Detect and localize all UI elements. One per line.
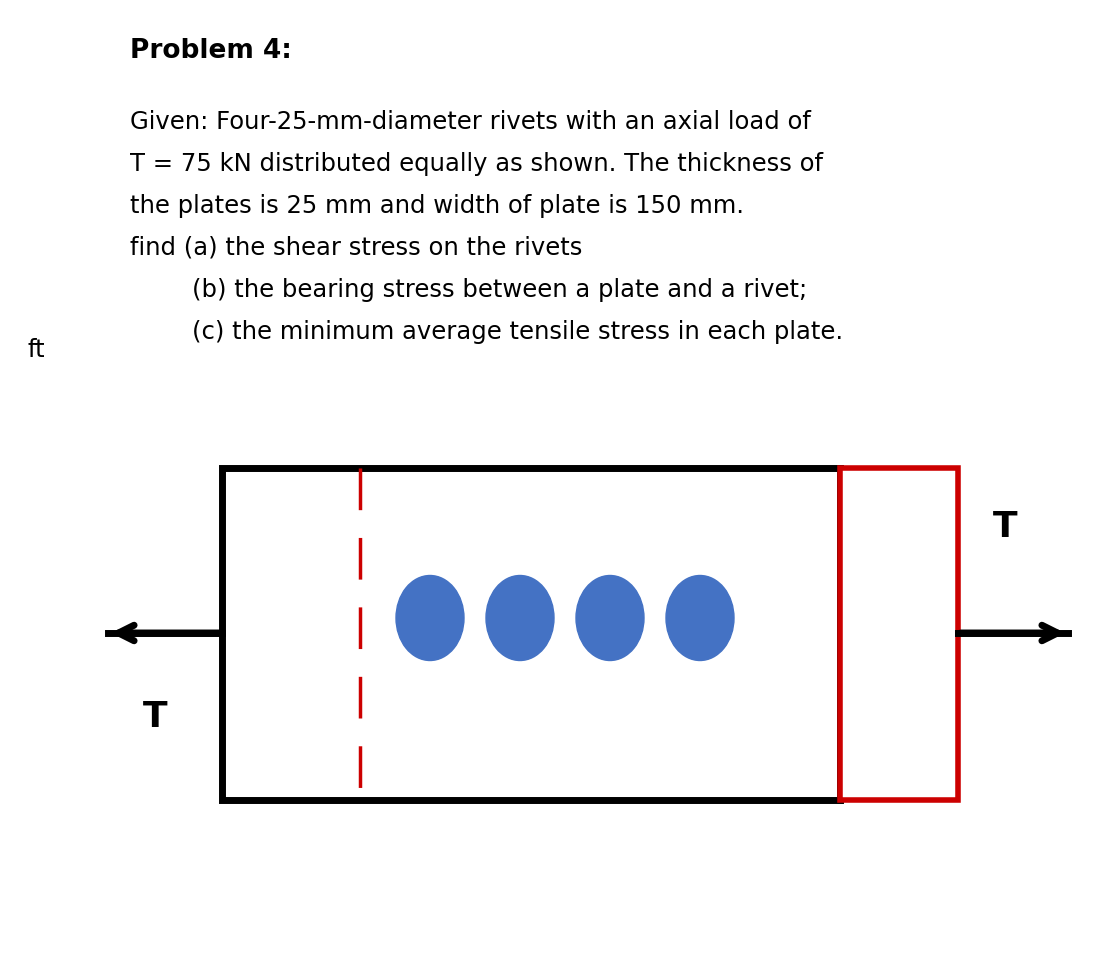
Bar	[840, 468, 958, 800]
Ellipse shape	[576, 575, 644, 660]
Text: T: T	[992, 510, 1018, 544]
Ellipse shape	[396, 575, 464, 660]
Text: T = 75 kN distributed equally as shown. The thickness of: T = 75 kN distributed equally as shown. …	[130, 152, 823, 176]
Text: T: T	[143, 700, 167, 734]
Ellipse shape	[486, 575, 554, 660]
Text: (c) the minimum average tensile stress in each plate.: (c) the minimum average tensile stress i…	[130, 320, 843, 344]
Text: ft: ft	[28, 338, 45, 362]
Text: (b) the bearing stress between a plate and a rivet;: (b) the bearing stress between a plate a…	[130, 278, 808, 302]
Bar	[222, 468, 840, 800]
Ellipse shape	[666, 575, 734, 660]
Text: Given: Four-25-mm-diameter rivets with an axial load of: Given: Four-25-mm-diameter rivets with a…	[130, 110, 811, 134]
Text: Problem 4:: Problem 4:	[130, 38, 292, 64]
Text: find (a) the shear stress on the rivets: find (a) the shear stress on the rivets	[130, 236, 582, 260]
Text: the plates is 25 mm and width of plate is 150 mm.: the plates is 25 mm and width of plate i…	[130, 194, 744, 218]
